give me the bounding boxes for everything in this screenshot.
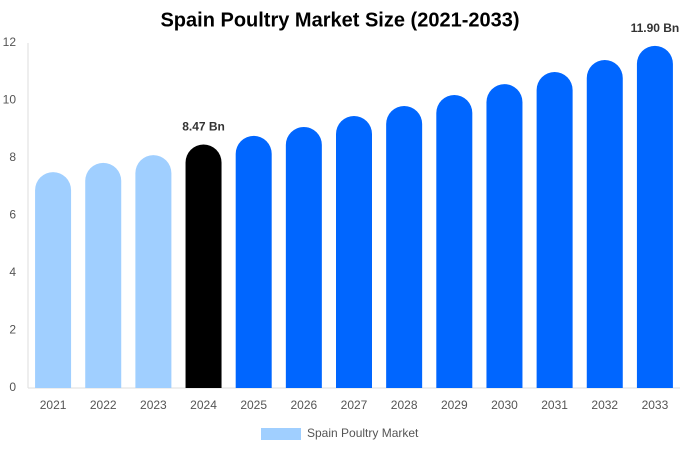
y-tick-label: 12: [3, 35, 17, 49]
y-tick-label: 4: [9, 265, 16, 279]
x-tick-label: 2022: [90, 398, 117, 412]
bar: [285, 126, 322, 389]
chart-title: Spain Poultry Market Size (2021-2033): [160, 9, 519, 31]
value-label: 11.90 Bn: [631, 21, 680, 35]
bar: [536, 72, 573, 388]
legend-swatch: [261, 428, 301, 440]
bar: [85, 162, 122, 388]
bar: [336, 116, 372, 388]
bar: [135, 155, 172, 388]
y-tick-label: 2: [9, 323, 16, 337]
x-tick-label: 2033: [642, 398, 669, 412]
bar: [586, 59, 623, 389]
x-tick-label: 2024: [190, 398, 217, 412]
x-tick-label: 2030: [491, 398, 518, 412]
bar: [35, 172, 72, 388]
value-label: 8.47 Bn: [182, 120, 225, 134]
bar: [386, 105, 423, 389]
y-tick-label: 10: [3, 93, 17, 107]
x-tick-label: 2032: [591, 398, 618, 412]
legend-label: Spain Poultry Market: [307, 426, 419, 440]
x-tick-label: 2029: [441, 398, 468, 412]
x-tick-label: 2027: [341, 398, 368, 412]
x-tick-label: 2028: [391, 398, 418, 412]
y-tick-label: 6: [9, 208, 16, 222]
y-tick-label: 8: [9, 150, 16, 164]
x-tick-label: 2021: [40, 398, 67, 412]
bar: [486, 84, 523, 389]
y-tick-label: 0: [9, 380, 16, 394]
bar: [636, 45, 673, 388]
bar: [185, 144, 222, 388]
x-tick-label: 2031: [541, 398, 568, 412]
bar: [436, 95, 473, 388]
x-tick-label: 2025: [240, 398, 267, 412]
x-tick-label: 2026: [290, 398, 317, 412]
x-tick-label: 2023: [140, 398, 167, 412]
bar: [235, 135, 272, 388]
